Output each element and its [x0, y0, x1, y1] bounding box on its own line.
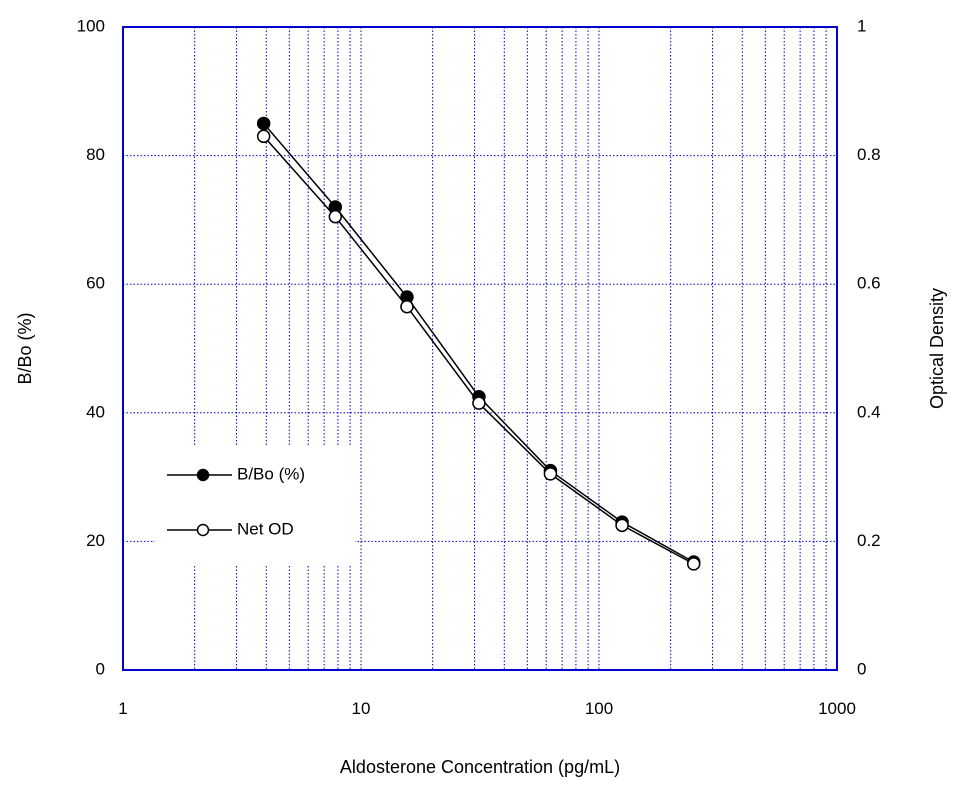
data-point-net-od: [543, 467, 558, 481]
data-point-net-od: [400, 299, 414, 314]
y2-tick-label: 0.4: [857, 402, 881, 421]
data-point-net-od: [328, 209, 343, 224]
y2-tick-label: 0.6: [857, 274, 881, 293]
data-point-net-od: [686, 557, 701, 571]
legend-mask-layer: [155, 447, 355, 565]
series-layer: [256, 116, 701, 571]
x-tick-label: 1000: [818, 699, 856, 718]
grid-layer: [123, 27, 837, 670]
legend-marker-net-od: [196, 523, 210, 537]
plot-frame: [122, 26, 838, 671]
data-point-net-od: [472, 396, 486, 410]
legend-background: [155, 447, 355, 565]
data-point-net-od: [615, 518, 629, 533]
legend-marker-b-bo: [196, 468, 210, 482]
y-axis-label: B/Bo (%): [15, 312, 35, 384]
y-tick-label: 60: [86, 274, 105, 293]
y-tick-label: 0: [96, 659, 105, 678]
y-tick-label: 20: [86, 531, 105, 550]
y2-tick-label: 1: [857, 16, 866, 35]
x-tick-label: 100: [585, 699, 613, 718]
y2-tick-label: 0.8: [857, 145, 881, 164]
y-tick-label: 80: [86, 145, 105, 164]
x-axis-label: Aldosterone Concentration (pg/mL): [340, 757, 620, 777]
data-point-net-od: [256, 129, 271, 144]
x-tick-label: 1: [118, 699, 127, 718]
legend-label-b-bo: B/Bo (%): [237, 464, 305, 483]
y2-tick-label: 0: [857, 659, 866, 678]
y-tick-label: 100: [77, 16, 105, 35]
x-tick-label: 10: [352, 699, 371, 718]
y2-axis-label: Optical Density: [927, 288, 947, 409]
y-tick-label: 40: [86, 402, 105, 421]
legend: B/Bo (%) Net OD: [167, 464, 305, 538]
data-point-b-bo: [256, 116, 271, 131]
y2-tick-label: 0.2: [857, 531, 881, 550]
legend-label-net-od: Net OD: [237, 519, 294, 538]
